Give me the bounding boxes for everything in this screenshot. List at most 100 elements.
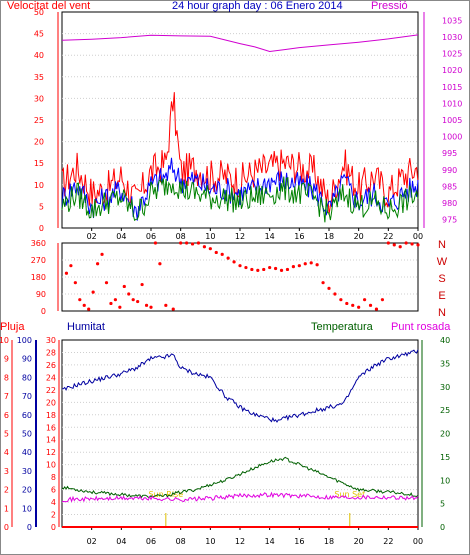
rain-tick-label: 5 [4, 430, 9, 439]
humidity-tick-label: 40 [22, 448, 32, 457]
temp-tick-label-left: 8 [51, 473, 56, 482]
direction-point [416, 243, 420, 247]
climate-x-tick-label: 22 [383, 537, 393, 546]
direction-point [220, 252, 224, 256]
wind-x-tick-label: 02 [87, 232, 97, 241]
rain-tick-label: 4 [4, 448, 9, 457]
wind-tick-label: 50 [34, 8, 44, 17]
temp-tick-label-left: 24 [46, 373, 56, 382]
wind-tick-label: 30 [34, 94, 44, 103]
temp-tick-label-left: 28 [46, 348, 56, 357]
wind-x-tick-label: 14 [265, 232, 275, 241]
temp-tick-label-right: 5 [440, 500, 445, 509]
direction-point [185, 241, 189, 245]
temp-tick-label-left: 10 [46, 461, 56, 470]
direction-point [69, 264, 73, 268]
rain-tick-label: 0 [4, 523, 9, 532]
temp-tick-label-right: 40 [440, 336, 450, 345]
rain-tick-label: 3 [4, 467, 9, 476]
wind-x-tick-label: 16 [294, 232, 304, 241]
wind-tick-label: 0 [39, 224, 44, 233]
humidity-label: Humitat [67, 321, 105, 333]
pressure-tick-label: 995 [442, 149, 457, 158]
wind-tick-label: 45 [34, 30, 44, 39]
direction-point [104, 281, 109, 285]
direction-point [327, 286, 331, 290]
wind-x-tick-label: 12 [235, 232, 245, 241]
direction-tick-label: 0 [41, 307, 46, 316]
direction-tick-label: 90 [36, 290, 46, 299]
humidity-tick-label: 60 [22, 411, 32, 420]
direction-point [202, 245, 206, 249]
direction-point [256, 268, 260, 272]
direction-point [122, 284, 126, 289]
temp-tick-label-left: 20 [46, 398, 56, 407]
direction-point [153, 241, 158, 245]
direction-point [78, 298, 82, 302]
pressure-tick-label: 975 [442, 216, 457, 225]
climate-x-tick-label: 12 [235, 537, 245, 546]
compass-n-top: N [438, 239, 446, 251]
dewpoint-label: Punt rosada [391, 321, 451, 333]
wind-x-tick-label: 10 [205, 232, 215, 241]
direction-point [351, 303, 355, 307]
wind-tick-label: 15 [34, 159, 44, 168]
direction-point [274, 266, 278, 271]
rain-tick-label: 7 [4, 392, 9, 401]
dewpoint-series-line [61, 491, 419, 503]
pressure-tick-label: 1005 [442, 116, 462, 125]
humidity-tick-label: 90 [22, 355, 32, 364]
direction-point [244, 265, 248, 270]
temp-tick-label-right: 15 [440, 453, 450, 462]
direction-point [96, 262, 100, 266]
compass-w: W [436, 256, 448, 268]
direction-point [297, 264, 301, 268]
direction-point [100, 252, 104, 256]
sun-event-label: Sun Set [334, 490, 365, 499]
pressure-tick-label: 1000 [442, 133, 462, 142]
direction-point [303, 262, 307, 266]
direction-point [140, 282, 144, 287]
temp-tick-label-left: 18 [46, 411, 56, 420]
direction-point [357, 305, 361, 309]
direction-point [345, 301, 349, 306]
temp-tick-label-left: 26 [46, 361, 56, 370]
climate-x-tick-label: 16 [294, 537, 304, 546]
pressure-tick-label: 1030 [442, 33, 462, 42]
wind-x-tick-label: 22 [383, 232, 393, 241]
direction-point [368, 303, 373, 307]
humidity-series-line [61, 349, 419, 423]
wind-tick-label: 10 [34, 181, 44, 190]
climate-x-tick-label: 20 [354, 537, 364, 546]
wind-tick-label: 25 [34, 116, 44, 125]
direction-point [232, 260, 236, 264]
temp-tick-label-right: 0 [440, 523, 445, 532]
direction-point [73, 281, 77, 285]
pressure-tick-label: 1010 [442, 99, 462, 108]
direction-point [410, 242, 414, 246]
pressure-tick-label: 1035 [442, 16, 462, 25]
direction-point [363, 298, 367, 302]
direction-point [333, 292, 337, 296]
temp-tick-label-left: 6 [51, 486, 56, 495]
direction-point [404, 241, 408, 245]
climate-x-tick-label: 00 [413, 537, 423, 546]
direction-point [214, 250, 218, 255]
direction-point [279, 268, 284, 272]
wind-tick-label: 35 [34, 73, 44, 82]
pressure-label: Pressió [371, 0, 408, 12]
direction-point [291, 265, 295, 269]
direction-point [158, 262, 162, 266]
direction-point [309, 261, 313, 265]
temperature-label: Temperatura [311, 321, 373, 333]
wind-speed-label: Velocitat del vent [7, 0, 91, 12]
compass-e: E [438, 290, 446, 302]
direction-point [374, 307, 379, 311]
wind-tick-label: 20 [34, 138, 44, 147]
direction-point [208, 247, 212, 251]
direction-tick-label: 180 [31, 273, 46, 282]
pressure-tick-label: 1020 [442, 66, 462, 75]
direction-point [285, 267, 290, 272]
direction-point [144, 303, 149, 307]
